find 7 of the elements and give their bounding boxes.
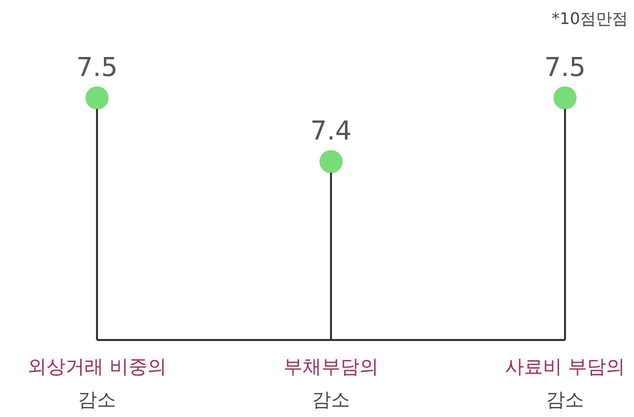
x-tick-label: 외상거래 비중의 감소 [27, 356, 167, 411]
text: *10점만점 [552, 9, 628, 28]
data-label: 7.5 [76, 52, 118, 83]
x-tick-label: 부채부담의 감소 [284, 356, 378, 411]
data-label: 7.4 [310, 116, 352, 147]
x-tick-label: 사료비 부담의 감소 [504, 356, 626, 411]
data-label: 7.5 [544, 52, 586, 83]
